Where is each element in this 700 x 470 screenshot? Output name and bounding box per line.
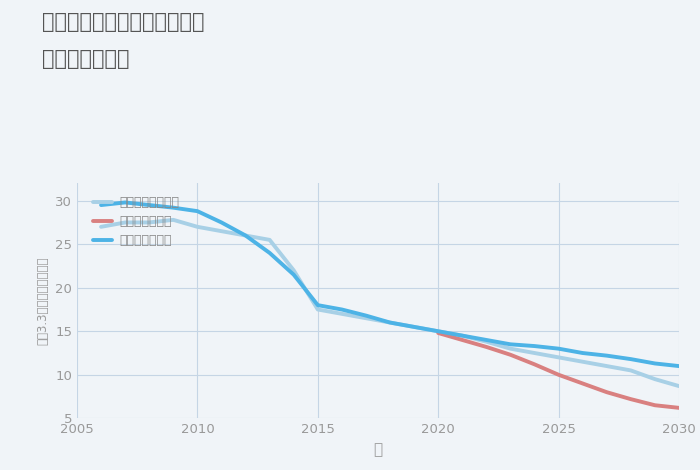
グッドシナリオ: [651, 360, 659, 366]
ノーマルシナリオ: [458, 333, 466, 338]
バッドシナリオ: [603, 389, 611, 395]
グッドシナリオ: [531, 343, 539, 349]
Text: 三重県伊賀市上野西日南町の: 三重県伊賀市上野西日南町の: [42, 12, 204, 32]
X-axis label: 年: 年: [373, 442, 383, 457]
Line: バッドシナリオ: バッドシナリオ: [438, 333, 679, 408]
グッドシナリオ: [506, 342, 514, 347]
ノーマルシナリオ: [578, 359, 587, 365]
ノーマルシナリオ: [434, 329, 442, 334]
グッドシナリオ: [193, 208, 202, 214]
Text: 土地の価格推移: 土地の価格推移: [42, 49, 130, 70]
ノーマルシナリオ: [314, 307, 322, 313]
ノーマルシナリオ: [121, 219, 130, 225]
ノーマルシナリオ: [290, 267, 298, 273]
ノーマルシナリオ: [482, 339, 491, 345]
ノーマルシナリオ: [362, 315, 370, 321]
バッドシナリオ: [651, 402, 659, 408]
グッドシナリオ: [265, 250, 274, 256]
ノーマルシナリオ: [337, 311, 346, 317]
グッドシナリオ: [290, 272, 298, 277]
ノーマルシナリオ: [241, 233, 250, 238]
グッドシナリオ: [145, 202, 153, 208]
ノーマルシナリオ: [193, 224, 202, 230]
ノーマルシナリオ: [217, 228, 225, 234]
ノーマルシナリオ: [651, 376, 659, 382]
グッドシナリオ: [675, 363, 683, 369]
グッドシナリオ: [121, 200, 130, 205]
グッドシナリオ: [169, 205, 178, 211]
グッドシナリオ: [578, 350, 587, 356]
Line: グッドシナリオ: グッドシナリオ: [101, 203, 679, 366]
グッドシナリオ: [626, 356, 635, 362]
ノーマルシナリオ: [386, 320, 394, 325]
ノーマルシナリオ: [675, 383, 683, 389]
バッドシナリオ: [482, 344, 491, 350]
ノーマルシナリオ: [169, 217, 178, 223]
グッドシナリオ: [554, 346, 563, 352]
グッドシナリオ: [97, 202, 105, 208]
ノーマルシナリオ: [145, 219, 153, 225]
グッドシナリオ: [362, 313, 370, 318]
グッドシナリオ: [482, 337, 491, 343]
Y-axis label: 平（3.3㎡）単価（万円）: 平（3.3㎡）単価（万円）: [36, 257, 50, 345]
ノーマルシナリオ: [410, 324, 419, 330]
ノーマルシナリオ: [626, 368, 635, 373]
グッドシナリオ: [386, 320, 394, 325]
バッドシナリオ: [626, 396, 635, 402]
グッドシナリオ: [241, 233, 250, 238]
バッドシナリオ: [458, 337, 466, 343]
バッドシナリオ: [531, 361, 539, 367]
グッドシナリオ: [603, 353, 611, 359]
ノーマルシナリオ: [531, 350, 539, 356]
ノーマルシナリオ: [554, 354, 563, 360]
グッドシナリオ: [337, 307, 346, 313]
バッドシナリオ: [434, 330, 442, 336]
バッドシナリオ: [675, 405, 683, 411]
ノーマルシナリオ: [265, 237, 274, 243]
Legend: ノーマルシナリオ, バッドシナリオ, グッドシナリオ: ノーマルシナリオ, バッドシナリオ, グッドシナリオ: [90, 192, 183, 251]
グッドシナリオ: [458, 333, 466, 338]
グッドシナリオ: [314, 302, 322, 308]
Line: ノーマルシナリオ: ノーマルシナリオ: [101, 220, 679, 386]
グッドシナリオ: [434, 329, 442, 334]
バッドシナリオ: [578, 381, 587, 386]
ノーマルシナリオ: [97, 224, 105, 230]
グッドシナリオ: [410, 324, 419, 330]
グッドシナリオ: [217, 219, 225, 225]
ノーマルシナリオ: [603, 363, 611, 369]
バッドシナリオ: [554, 372, 563, 377]
ノーマルシナリオ: [506, 346, 514, 352]
バッドシナリオ: [506, 352, 514, 358]
